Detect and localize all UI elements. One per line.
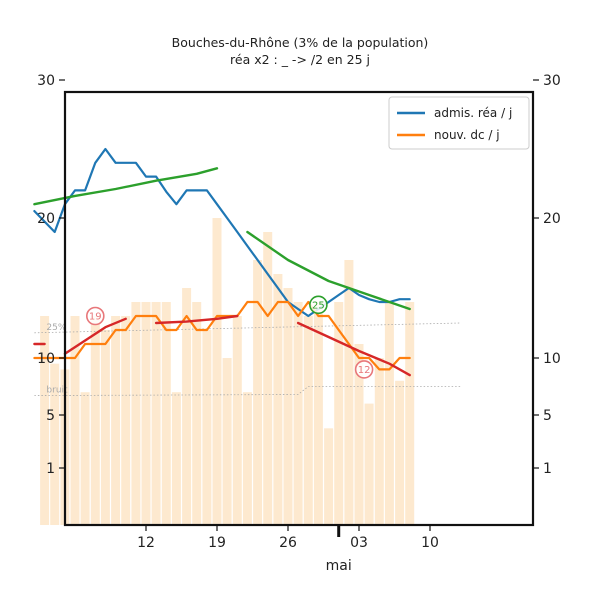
bar [151,302,161,525]
y-tick-label-right: 1 [543,461,552,477]
x-tick-label: 03 [350,535,368,551]
bar [384,302,394,525]
bar [100,330,110,525]
bar [232,316,242,525]
bar [182,288,192,525]
x-tick-label: 26 [279,535,297,551]
reference-label: 25% [46,323,66,333]
bar [70,316,80,525]
series-line [33,300,411,371]
plot-border [63,90,535,527]
series-layer [33,147,411,377]
y-tick-label-right: 20 [543,211,561,227]
chart-title: Bouches-du-Rhône (3% de la population) [171,35,429,50]
bar [242,392,252,525]
bar [131,302,141,525]
series-line [33,147,411,318]
annotation-label: 19 [89,312,102,323]
reference-line [34,386,461,397]
x-major-tick-label: mai [326,558,352,574]
axes: 30 30 20 20 10 10 5 5 1 1 12 19 26 03 10 mai [37,73,561,574]
legend-label: admis. réa / j [434,106,512,120]
bar [253,260,263,525]
series-line [246,230,411,311]
annotation-layer: 19 25 12 [86,295,374,379]
reference-layer: 25% bruit [34,322,461,397]
chart-title-block: Bouches-du-Rhône (3% de la population) r… [0,34,600,68]
reference-label: bruit [46,386,68,396]
bar [50,363,60,525]
x-tick-label: 10 [421,535,439,551]
bar [324,428,334,526]
y-tick-label: 30 [37,73,55,89]
y-tick-label: 20 [37,211,55,227]
bar [405,302,415,525]
annotation-label: 12 [358,365,371,376]
annotation-bubble [354,360,374,379]
bar [202,330,212,525]
reference-line [34,322,461,334]
annotation-label: 25 [312,300,325,311]
bar [344,260,354,525]
bar [334,302,344,525]
bar [354,344,364,525]
plot-frame [63,90,535,527]
bar [171,392,181,525]
bar [303,316,313,525]
bar [293,302,303,525]
bar [222,358,232,525]
series-line [296,321,411,377]
bar [90,316,100,525]
x-tick-label: 19 [208,535,226,551]
y-tick-label-right: 5 [543,408,552,424]
y-tick-label: 10 [37,351,55,367]
x-tick-label: 12 [137,535,155,551]
y-tick-label-right: 30 [543,73,561,89]
bar [141,302,151,525]
annotation-bubble [86,306,105,326]
bar [273,274,283,525]
bar [283,288,293,525]
series-line [63,317,127,355]
bar [80,392,90,525]
bar [395,380,405,525]
chart-subtitle: réa x2 : _ -> /2 en 25 j [230,52,370,67]
bar [212,218,222,525]
legend: admis. réa / j nouv. dc / j [388,96,530,150]
y-tick-label-right: 10 [543,351,561,367]
series-line [33,167,219,206]
bar [374,358,384,525]
legend-label: nouv. dc / j [434,128,500,142]
bar [111,316,121,525]
bar [40,316,50,525]
bar [313,302,323,525]
bar [263,232,273,525]
bar [364,403,374,525]
y-tick-label: 5 [46,408,55,424]
bar [192,302,202,525]
y-tick-label: 1 [46,461,55,477]
series-line [154,314,239,325]
bar-layer [40,218,415,526]
bar [121,316,131,525]
annotation-bubble [309,295,328,315]
bar [161,302,171,525]
